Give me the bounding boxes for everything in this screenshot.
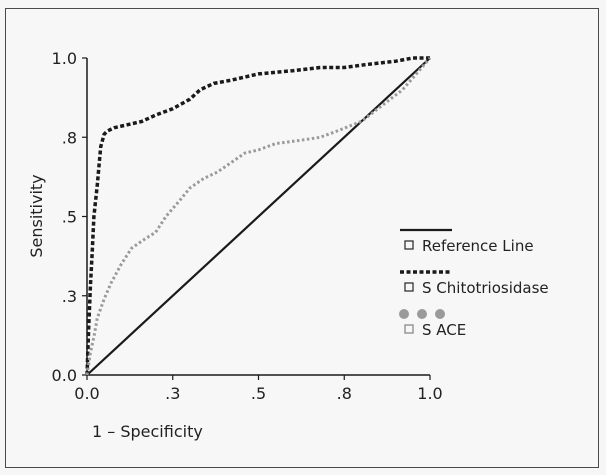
legend-label: S ACE (422, 321, 466, 339)
y-tick-label: .8 (62, 128, 77, 147)
y-axis-title: Sensitivity (27, 174, 46, 257)
y-tick-label: 1.0 (52, 49, 77, 68)
y-tick-label: 0.0 (52, 366, 77, 385)
legend-label: S Chitotriosidase (422, 279, 549, 297)
y-ticks: 0.0 .3 .5 .8 1.0 (52, 49, 87, 385)
legend-marker (404, 282, 414, 292)
x-tick-label: 0.0 (74, 384, 99, 403)
series-layer (85, 56, 432, 376)
figure-frame (5, 8, 599, 468)
series-line-reference-line (86, 57, 431, 376)
y-tick-label: .3 (62, 287, 77, 306)
y-tick-label: .5 (62, 208, 77, 227)
x-tick-label: 1.0 (417, 384, 442, 403)
x-axis-title: 1 – Specificity (92, 422, 203, 441)
x-tick-label: .8 (337, 384, 352, 403)
legend: Reference Line S Chitotriosidase S ACE (399, 228, 549, 339)
x-tick-label: .5 (251, 384, 266, 403)
x-tick-label: .3 (165, 384, 180, 403)
x-ticks: 0.0 .3 .5 .8 1.0 (74, 375, 443, 403)
legend-label: Reference Line (422, 237, 534, 255)
legend-marker (404, 324, 414, 334)
series-line-s-chitotriosidase (85, 56, 430, 376)
legend-swatch-dot (399, 309, 409, 319)
legend-marker (404, 240, 414, 250)
legend-swatch-dot (435, 309, 445, 319)
legend-swatch-dot (417, 309, 427, 319)
